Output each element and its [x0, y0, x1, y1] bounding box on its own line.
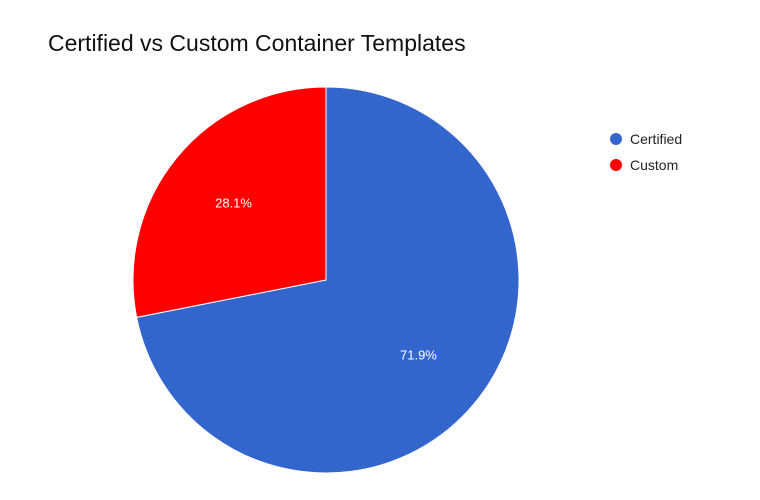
pie-slice-custom — [132, 86, 327, 318]
legend-swatch-certified — [610, 133, 622, 145]
legend-swatch-custom — [610, 159, 622, 171]
slice-label-custom: 28.1% — [215, 195, 252, 210]
legend-label-certified: Certified — [630, 131, 683, 147]
slice-label-certified: 71.9% — [400, 347, 437, 362]
pie-slice-certified — [136, 86, 520, 474]
legend-label-custom: Custom — [630, 157, 679, 173]
legend-item-certified: Certified — [610, 126, 682, 152]
legend: Certified Custom — [610, 126, 682, 178]
legend-item-custom: Custom — [610, 152, 682, 178]
chart-title: Certified vs Custom Container Templates — [48, 30, 466, 56]
